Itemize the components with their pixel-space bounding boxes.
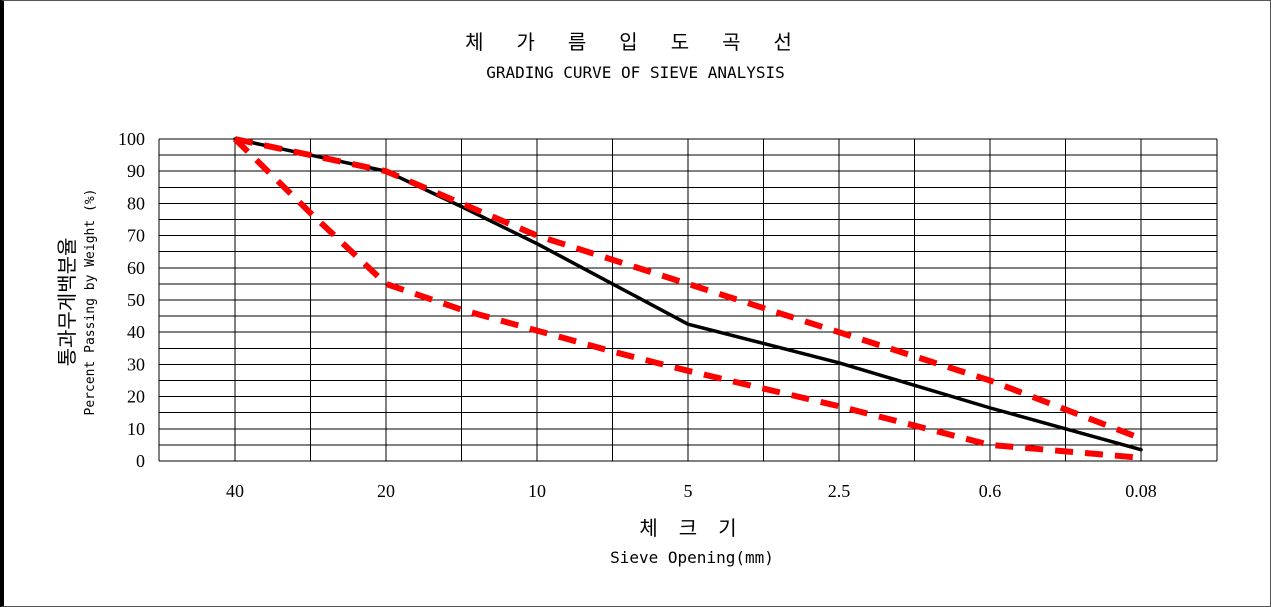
y-tick-label: 60: [127, 258, 145, 278]
x-tick-label: 20: [377, 481, 395, 501]
y-tick-label: 100: [118, 129, 145, 149]
x-tick-label: 0.08: [1125, 481, 1157, 501]
y-tick-label: 90: [127, 161, 145, 181]
y-axis-label-korean: 통과무게백분율: [56, 238, 79, 367]
chart-title: 체 가 름 입 도 곡 선: [465, 32, 806, 54]
chart-subtitle: GRADING CURVE OF SIEVE ANALYSIS: [486, 63, 785, 82]
x-tick-label: 40: [226, 481, 244, 501]
grid-lines: [158, 138, 1218, 462]
x-tick-labels: 40 20 10 5 2.5 0.6 0.08: [226, 481, 1157, 501]
x-axis-label-english: Sieve Opening(mm): [610, 548, 774, 567]
x-tick-label: 2.5: [828, 481, 851, 501]
x-tick-label: 10: [528, 481, 546, 501]
spec-limit-line-1: [234, 136, 1143, 442]
x-tick-label: 5: [684, 481, 693, 501]
y-tick-label: 10: [127, 419, 145, 439]
x-axis-label-korean: 체 크 기: [639, 518, 745, 540]
y-tick-label: 80: [127, 193, 145, 213]
y-tick-label: 20: [127, 387, 145, 407]
y-tick-label: 30: [127, 354, 145, 374]
y-tick-labels: 0 10 20 30 40 50 60 70 80 90 100: [118, 129, 145, 471]
y-tick-label: 0: [136, 451, 145, 471]
y-tick-label: 70: [127, 226, 145, 246]
series-lines: [232, 136, 1143, 461]
x-tick-label: 0.6: [979, 481, 1002, 501]
spec-limit-line-2: [232, 136, 1142, 461]
y-axis-label-english: Percent Passing by Weight (%): [83, 189, 98, 416]
y-tick-label: 50: [127, 290, 145, 310]
y-tick-label: 40: [127, 322, 145, 342]
